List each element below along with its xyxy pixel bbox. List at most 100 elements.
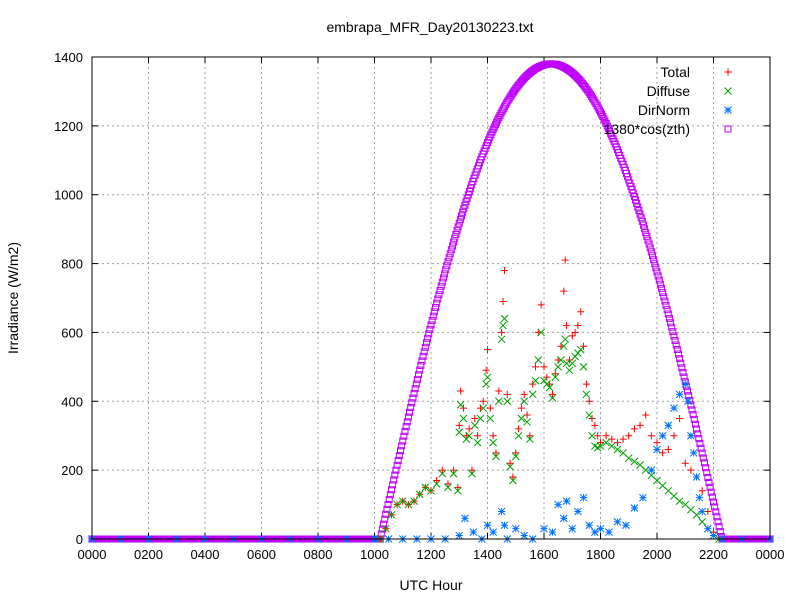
x-tick-label: 1400 [473,547,502,562]
1380-cos-zth-point [650,256,658,264]
diffuse-point [438,469,447,478]
1380-cos-zth-point [595,106,603,114]
total-point [585,397,593,405]
1380-cos-zth-point [679,368,687,376]
y-axis-label: Irradiance (W/m2) [5,242,21,354]
dirnorm-point [664,421,673,430]
dirnorm-point [692,473,701,481]
1380-cos-zth-point [494,116,502,124]
1380-cos-zth-point [601,117,609,125]
diffuse-point [432,480,441,488]
1380-cos-zth-point [493,118,501,126]
1380-cos-zth-point [700,459,708,467]
plot-frame [91,56,771,540]
dirnorm-point [703,524,712,533]
total-point [454,483,462,491]
1380-cos-zth-point [400,432,408,440]
1380-cos-zth-point [399,437,407,445]
diffuse-point [582,390,591,399]
diffuse-point [449,469,458,478]
total-point [457,387,465,395]
diffuse-point [557,356,565,364]
1380-cos-zth-point [491,121,499,129]
1380-cos-zth-point [416,366,424,374]
1380-cos-zth-point [382,510,390,518]
1380-cos-zth-point [489,126,497,134]
1380-cos-zth-point [458,212,466,220]
total-point [653,439,661,447]
diffuse-point [500,314,509,323]
1380-cos-zth-point [687,401,695,409]
1380-cos-zth-point [451,234,459,242]
total-point [499,297,507,305]
dirnorm-point [540,524,548,533]
dirnorm-point [684,397,692,406]
1380-cos-zth-point [445,254,453,262]
diffuse-point [489,438,498,447]
dirnorm-point [511,524,520,533]
x-tick-label: 1800 [586,547,615,562]
diffuse-point [410,497,418,505]
total-point [551,370,559,378]
dirnorm-point [689,449,698,457]
diffuse-point [453,486,462,495]
dirnorm-point [574,507,582,516]
x-tick-label: 0800 [304,547,333,562]
1380-cos-zth-point [389,481,397,489]
1380-cos-zth-point [699,454,707,462]
total-point [574,322,582,330]
1380-cos-zth-point [654,272,662,280]
y-tick-label: 1000 [54,188,83,203]
1380-cos-zth-point [715,523,723,531]
1380-cos-zth-point [661,297,669,305]
1380-cos-zth-point [446,250,454,258]
diffuse-point [486,414,495,423]
1380-cos-zth-point [643,232,651,240]
diffuse-point [393,500,401,509]
1380-cos-zth-point [387,486,395,494]
total-point [681,459,689,467]
1380-cos-zth-point [377,530,385,538]
diffuse-point [630,457,639,466]
1380-cos-zth-point [706,483,714,491]
1380-cos-zth-point [441,270,449,278]
1380-cos-zth-point [428,317,436,325]
1380-cos-zth-point [395,452,403,460]
total-point [526,432,534,440]
diffuse-point [537,328,546,337]
total-point [664,445,672,453]
diffuse-point [548,393,557,402]
1380-cos-zth-point [385,496,393,504]
1380-cos-zth-point [452,230,460,238]
1380-cos-zth-point [598,110,606,118]
1380-cos-zth-point [669,328,677,336]
1380-cos-zth-point [705,478,713,486]
1380-cos-zth-point [437,282,445,290]
dirnorm-point [622,521,630,530]
1380-cos-zth-point [678,364,686,372]
total-point [474,432,482,440]
total-point [482,366,490,374]
x-tick-labels: 0000 0200 0400 0600 0800 1000 1200 1400 1600 1800… [78,547,785,562]
diffuse-point [499,321,507,330]
1380-cos-zth-point [460,205,468,213]
1380-cos-zth-point [391,471,399,479]
dirnorm-point [520,531,529,540]
1380-cos-zth-point [636,210,644,218]
1380-cos-zth-point [659,289,667,297]
diffuse-point [415,490,424,499]
total-point [468,466,476,474]
dirnorm-point [653,445,661,454]
y-tick-label: 200 [61,463,83,478]
1380-cos-zth-point [396,447,404,455]
1380-cos-zth-point [653,268,661,276]
total-point [484,346,491,354]
1380-cos-zth-point [708,493,716,501]
total-point [495,387,503,395]
1380-cos-zth-point [433,299,441,307]
total-point [512,449,520,457]
1380-cos-zth-point [456,216,464,224]
x-tick-label: 0000 [78,547,107,562]
1380-cos-zth-point [415,371,423,379]
